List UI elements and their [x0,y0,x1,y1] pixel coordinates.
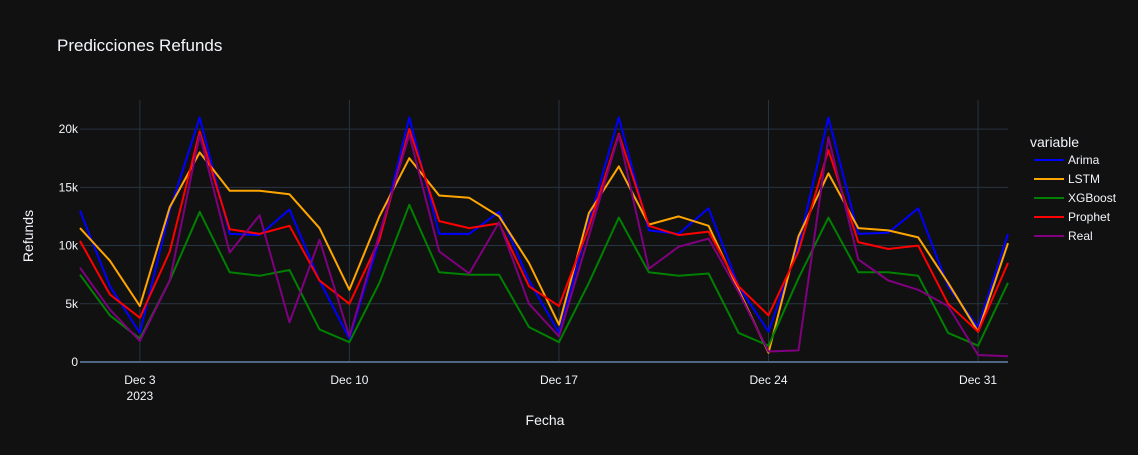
axes: Dec 3 2023 Dec 10 Dec 17 Dec 24 Dec 31 0 5k 10k 1… [59,122,998,403]
series-line-prophet [79,128,1009,333]
legend-item-xgboost[interactable]: XGBoost [1034,191,1117,205]
y-tick-label: 20k [59,122,79,136]
series-line-arima [79,116,1009,340]
legend-label: Prophet [1068,210,1111,224]
series-lines [79,116,1009,358]
x-tick-sublabel: 2023 [127,389,154,403]
legend-item-real[interactable]: Real [1034,229,1093,243]
legend: variable Arima LSTM XGBoost Prophet Real [1030,134,1117,243]
x-tick-label: Dec 24 [750,373,788,387]
legend-item-arima[interactable]: Arima [1034,153,1100,167]
x-tick-label: Dec 10 [330,373,368,387]
series-line-real [79,133,1009,358]
legend-label: XGBoost [1068,191,1117,205]
legend-items: Arima LSTM XGBoost Prophet Real [1034,153,1117,243]
y-tick-label: 10k [59,239,79,253]
legend-label: Arima [1068,153,1100,167]
legend-label: Real [1068,229,1093,243]
y-tick-label: 0 [71,355,78,369]
legend-item-prophet[interactable]: Prophet [1034,210,1111,224]
series-line-xgboost [79,203,1009,347]
y-axis-title: Refunds [20,210,36,262]
x-tick-label: Dec 3 [124,373,156,387]
legend-title: variable [1030,134,1079,150]
series-line-lstm [79,151,1009,354]
chart-title: Predicciones Refunds [57,36,222,55]
y-tick-label: 5k [65,297,79,311]
y-tick-label: 15k [59,180,79,194]
legend-label: LSTM [1068,172,1100,186]
legend-item-lstm[interactable]: LSTM [1034,172,1100,186]
x-tick-label: Dec 31 [959,373,997,387]
x-tick-label: Dec 17 [540,373,578,387]
x-axis-title: Fecha [526,412,565,428]
